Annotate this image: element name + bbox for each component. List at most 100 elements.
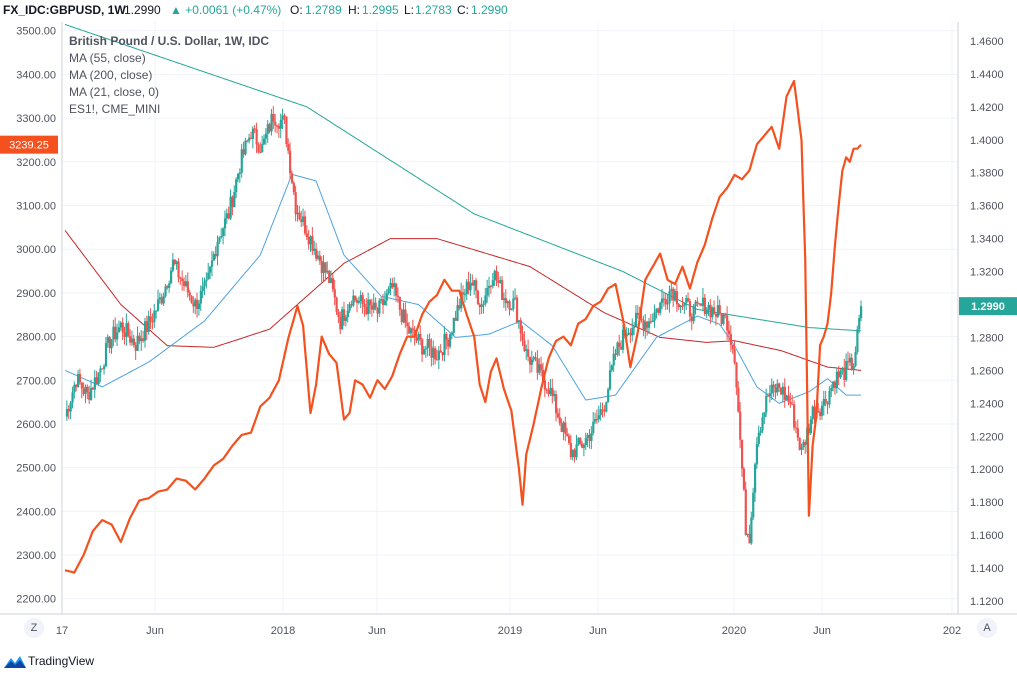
candle-body xyxy=(826,402,829,405)
candle-body xyxy=(194,299,197,307)
candle-body xyxy=(164,286,167,297)
candle-body xyxy=(514,297,517,299)
candle-body xyxy=(694,301,697,306)
candle-body xyxy=(610,365,613,371)
candle-body xyxy=(328,270,331,283)
candle-body xyxy=(168,283,171,288)
candle-body xyxy=(114,326,117,340)
candle-body xyxy=(352,295,355,306)
candle-body xyxy=(395,283,398,296)
candle-body xyxy=(848,357,852,363)
candle-body xyxy=(757,432,760,444)
candle-body xyxy=(627,332,630,335)
candle-body xyxy=(448,334,452,347)
candle-body xyxy=(78,373,82,383)
high-value: 1.2995 xyxy=(362,3,399,17)
candle-body xyxy=(292,182,295,193)
legend-ma200[interactable]: MA (200, close) xyxy=(69,68,153,82)
candle-body xyxy=(422,349,426,355)
candle-body xyxy=(355,300,359,303)
candle-body xyxy=(664,299,667,305)
candle-body xyxy=(367,299,370,315)
left-tick-label: 2500.00 xyxy=(16,463,56,475)
candle-body xyxy=(740,439,744,469)
candle-body xyxy=(385,293,388,301)
candle-body xyxy=(482,303,485,305)
candle-body xyxy=(264,133,268,139)
candle-body xyxy=(374,302,377,309)
candle-body xyxy=(636,312,640,315)
gbpusd-candles xyxy=(65,106,863,545)
candle-body xyxy=(106,336,109,344)
candle-body xyxy=(739,411,742,440)
legend-ma55[interactable]: MA (55, close) xyxy=(69,51,146,65)
auto-scale-button[interactable]: A xyxy=(977,618,997,638)
price-chart[interactable]: 2200.00 2300.00 2400.00 2500.00 2600.00 2700.… xyxy=(0,0,1017,648)
candle-body xyxy=(759,430,762,433)
candle-body xyxy=(274,121,277,126)
candle-body xyxy=(475,280,478,291)
candle-body xyxy=(657,308,660,313)
candle-body xyxy=(846,361,850,363)
candle-body xyxy=(408,326,411,334)
candle-body xyxy=(435,359,439,361)
candle-body xyxy=(117,327,121,333)
candle-body xyxy=(742,468,746,490)
right-tick-label: 1.2200 xyxy=(970,431,1004,443)
candle-body xyxy=(592,421,595,433)
candle-body xyxy=(155,310,158,312)
candle-body xyxy=(380,298,383,301)
candle-body xyxy=(95,377,98,385)
candle-body xyxy=(781,386,785,395)
candle-body xyxy=(519,320,522,334)
candle-body xyxy=(383,300,387,306)
ma55-path xyxy=(64,24,862,332)
legend-main-series[interactable]: British Pound / U.S. Dollar, 1W, IDC xyxy=(69,34,270,48)
candle-body xyxy=(750,517,753,544)
candle-body xyxy=(289,150,292,174)
candle-body xyxy=(525,349,528,351)
legend-es1[interactable]: ES1!, CME_MINI xyxy=(69,102,161,116)
candle-body xyxy=(579,438,582,444)
candle-body xyxy=(499,280,502,283)
candle-body xyxy=(197,303,201,310)
candle-body xyxy=(71,392,74,403)
candle-body xyxy=(294,192,297,215)
candle-body xyxy=(484,295,487,304)
candle-body xyxy=(452,317,455,333)
candle-body xyxy=(731,344,734,350)
candle-body xyxy=(203,281,206,287)
candle-body xyxy=(584,437,587,446)
candle-body xyxy=(430,346,433,358)
symbol-name[interactable]: FX_IDC:GBPUSD, 1W xyxy=(3,3,126,17)
candle-body xyxy=(685,298,688,303)
ma55-line xyxy=(64,24,862,332)
candle-body xyxy=(753,464,757,493)
candle-body xyxy=(86,386,89,392)
candle-body xyxy=(670,288,673,292)
candle-body xyxy=(290,173,294,183)
candle-body xyxy=(357,300,361,303)
candle-body xyxy=(382,298,385,306)
candle-body xyxy=(506,301,509,304)
zoom-button[interactable]: Z xyxy=(24,618,44,638)
candle-body xyxy=(733,349,736,363)
es1-line xyxy=(64,79,862,574)
candle-body xyxy=(225,213,229,219)
chart-axes xyxy=(0,22,1017,615)
candle-body xyxy=(800,447,803,450)
candle-body xyxy=(767,395,770,397)
candle-body xyxy=(110,339,113,349)
right-tick-label: 1.4200 xyxy=(970,102,1004,114)
tradingview-brand[interactable]: TradingView xyxy=(28,654,95,668)
candle-body xyxy=(517,320,520,323)
ma21-path xyxy=(64,173,861,404)
candle-body xyxy=(426,339,429,349)
candle-body xyxy=(640,318,643,321)
candle-body xyxy=(216,242,219,257)
candle-body xyxy=(534,357,537,359)
candle-body xyxy=(832,381,835,388)
close-value: 1.2990 xyxy=(471,3,508,17)
candle-body xyxy=(709,304,712,318)
legend-ma21[interactable]: MA (21, close, 0) xyxy=(69,85,160,99)
